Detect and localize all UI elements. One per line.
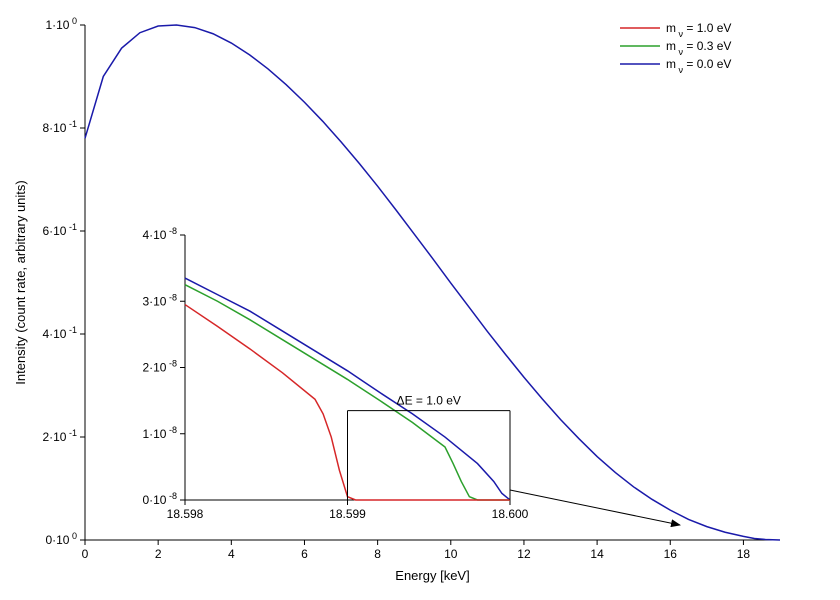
legend: m ν = 1.0 eVm ν = 0.3 eVm ν = 0.0 eV [620,21,731,75]
inset-y-tick-label: 0·10 -8 [142,491,177,507]
inset-y-tick-label: 4·10 -8 [142,226,177,242]
x-tick-label: 8 [374,547,381,561]
x-tick-label: 10 [444,547,458,561]
y-tick-label: 8·10 -1 [42,119,77,135]
x-tick-label: 4 [228,547,235,561]
inset-x-tick-label: 18.600 [492,507,529,521]
y-tick-label: 4·10 -1 [42,325,77,341]
legend-entry-label: m ν = 1.0 eV [666,21,731,39]
main-spectrum-curve [85,25,780,540]
y-axis-label: Intensity (count rate, arbitrary units) [13,180,28,384]
main-axes [85,25,780,540]
x-tick-label: 14 [590,547,604,561]
pointer-arrow-line [510,490,680,525]
legend-entry-label: m ν = 0.0 eV [666,57,731,75]
inset-y-tick-label: 3·10 -8 [142,292,177,308]
x-axis-label: Energy [keV] [395,568,469,583]
y-tick-label: 2·10 -1 [42,428,77,444]
x-tick-label: 6 [301,547,308,561]
inset-y-tick-label: 2·10 -8 [142,359,177,375]
inset-x-tick-label: 18.599 [329,507,366,521]
inset-y-tick-label: 1·10 -8 [142,425,177,441]
y-tick-label: 1·10 0 [45,16,77,32]
inset-plot: 18.598 18.599 18.600 0·10 -8 1·10 -8 2·10 -8 3… [142,226,528,521]
y-tick-label: 0·10 0 [45,531,77,547]
legend-entry-label: m ν = 0.3 eV [666,39,731,57]
x-tick-label: 0 [82,547,89,561]
delta-e-label: ΔE = 1.0 eV [397,394,461,408]
main-plot: 0 2 4 6 8 10 12 14 16 18 Energy [keV] 0·10 0 2·10 -1… [13,16,780,583]
y-tick-label: 6·10 -1 [42,222,77,238]
x-tick-label: 16 [664,547,678,561]
spectrum-figure: 0 2 4 6 8 10 12 14 16 18 Energy [keV] 0·10 0 2·10 -1… [0,0,840,600]
inset-x-tick-label: 18.598 [167,507,204,521]
pointer-arrow [510,490,680,525]
x-tick-label: 2 [155,547,162,561]
x-tick-label: 18 [737,547,751,561]
x-tick-label: 12 [517,547,531,561]
